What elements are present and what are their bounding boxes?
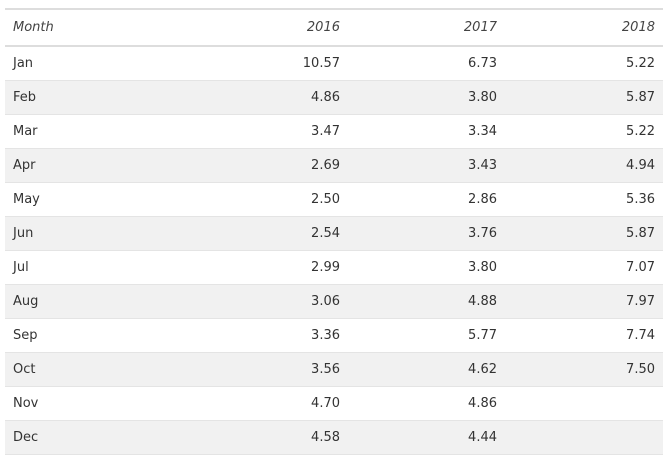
table-row: Sep 3.36 5.77 7.74 (5, 318, 663, 353)
month-cell: Dec (5, 420, 165, 455)
table-row: May 2.50 2.86 5.36 (5, 182, 663, 217)
value-cell-2017: 3.76 (348, 216, 505, 251)
table-body: Jan 10.57 6.73 5.22 Feb 4.86 3.80 5.87 M… (5, 46, 663, 455)
month-cell: Feb (5, 80, 165, 115)
month-cell: Jul (5, 250, 165, 285)
value-cell-2016: 2.50 (165, 182, 348, 217)
value-cell-2018: 5.22 (505, 46, 663, 81)
value-cell-2017: 5.77 (348, 318, 505, 353)
table-row: Apr 2.69 3.43 4.94 (5, 148, 663, 183)
month-cell: Jan (5, 46, 165, 81)
column-header-month[interactable]: Month (5, 8, 165, 47)
value-cell-2016: 2.69 (165, 148, 348, 183)
value-cell-2016: 2.54 (165, 216, 348, 251)
value-cell-2017: 3.80 (348, 80, 505, 115)
value-cell-2018: 7.07 (505, 250, 663, 285)
month-cell: Jun (5, 216, 165, 251)
table-row: Feb 4.86 3.80 5.87 (5, 80, 663, 115)
value-cell-2017: 4.88 (348, 284, 505, 319)
data-table-container: Month 2016 2017 2018 Jan 10.57 6.73 5.22… (5, 8, 663, 455)
value-cell-2017: 4.44 (348, 420, 505, 455)
value-cell-2016: 3.47 (165, 114, 348, 149)
table-row: Jan 10.57 6.73 5.22 (5, 46, 663, 81)
column-header-2018[interactable]: 2018 (505, 8, 663, 47)
column-header-2017[interactable]: 2017 (348, 8, 505, 47)
value-cell-2017: 4.86 (348, 386, 505, 421)
table-row: Aug 3.06 4.88 7.97 (5, 284, 663, 319)
value-cell-2018: 5.36 (505, 182, 663, 217)
value-cell-2017: 3.43 (348, 148, 505, 183)
value-cell-2018: 7.74 (505, 318, 663, 353)
value-cell-2018: 7.50 (505, 352, 663, 387)
value-cell-2017: 2.86 (348, 182, 505, 217)
value-cell-2018 (505, 386, 663, 421)
value-cell-2016: 4.70 (165, 386, 348, 421)
value-cell-2017: 4.62 (348, 352, 505, 387)
month-cell: Oct (5, 352, 165, 387)
value-cell-2018: 5.22 (505, 114, 663, 149)
month-cell: Aug (5, 284, 165, 319)
table-row: Oct 3.56 4.62 7.50 (5, 352, 663, 387)
value-cell-2016: 3.56 (165, 352, 348, 387)
value-cell-2017: 3.80 (348, 250, 505, 285)
value-cell-2016: 3.36 (165, 318, 348, 353)
month-cell: Nov (5, 386, 165, 421)
table-row: Jun 2.54 3.76 5.87 (5, 216, 663, 251)
value-cell-2016: 4.86 (165, 80, 348, 115)
table-row: Jul 2.99 3.80 7.07 (5, 250, 663, 285)
table-header-row: Month 2016 2017 2018 (5, 8, 663, 47)
value-cell-2018: 7.97 (505, 284, 663, 319)
value-cell-2016: 2.99 (165, 250, 348, 285)
value-cell-2017: 6.73 (348, 46, 505, 81)
value-cell-2017: 3.34 (348, 114, 505, 149)
month-cell: Apr (5, 148, 165, 183)
value-cell-2018: 5.87 (505, 80, 663, 115)
value-cell-2016: 3.06 (165, 284, 348, 319)
month-cell: Mar (5, 114, 165, 149)
value-cell-2016: 10.57 (165, 46, 348, 81)
column-header-2016[interactable]: 2016 (165, 8, 348, 47)
data-table: Month 2016 2017 2018 Jan 10.57 6.73 5.22… (5, 8, 663, 455)
value-cell-2018: 4.94 (505, 148, 663, 183)
month-cell: Sep (5, 318, 165, 353)
value-cell-2018: 5.87 (505, 216, 663, 251)
value-cell-2016: 4.58 (165, 420, 348, 455)
table-row: Mar 3.47 3.34 5.22 (5, 114, 663, 149)
month-cell: May (5, 182, 165, 217)
table-row: Nov 4.70 4.86 (5, 386, 663, 421)
table-row: Dec 4.58 4.44 (5, 420, 663, 455)
value-cell-2018 (505, 420, 663, 455)
